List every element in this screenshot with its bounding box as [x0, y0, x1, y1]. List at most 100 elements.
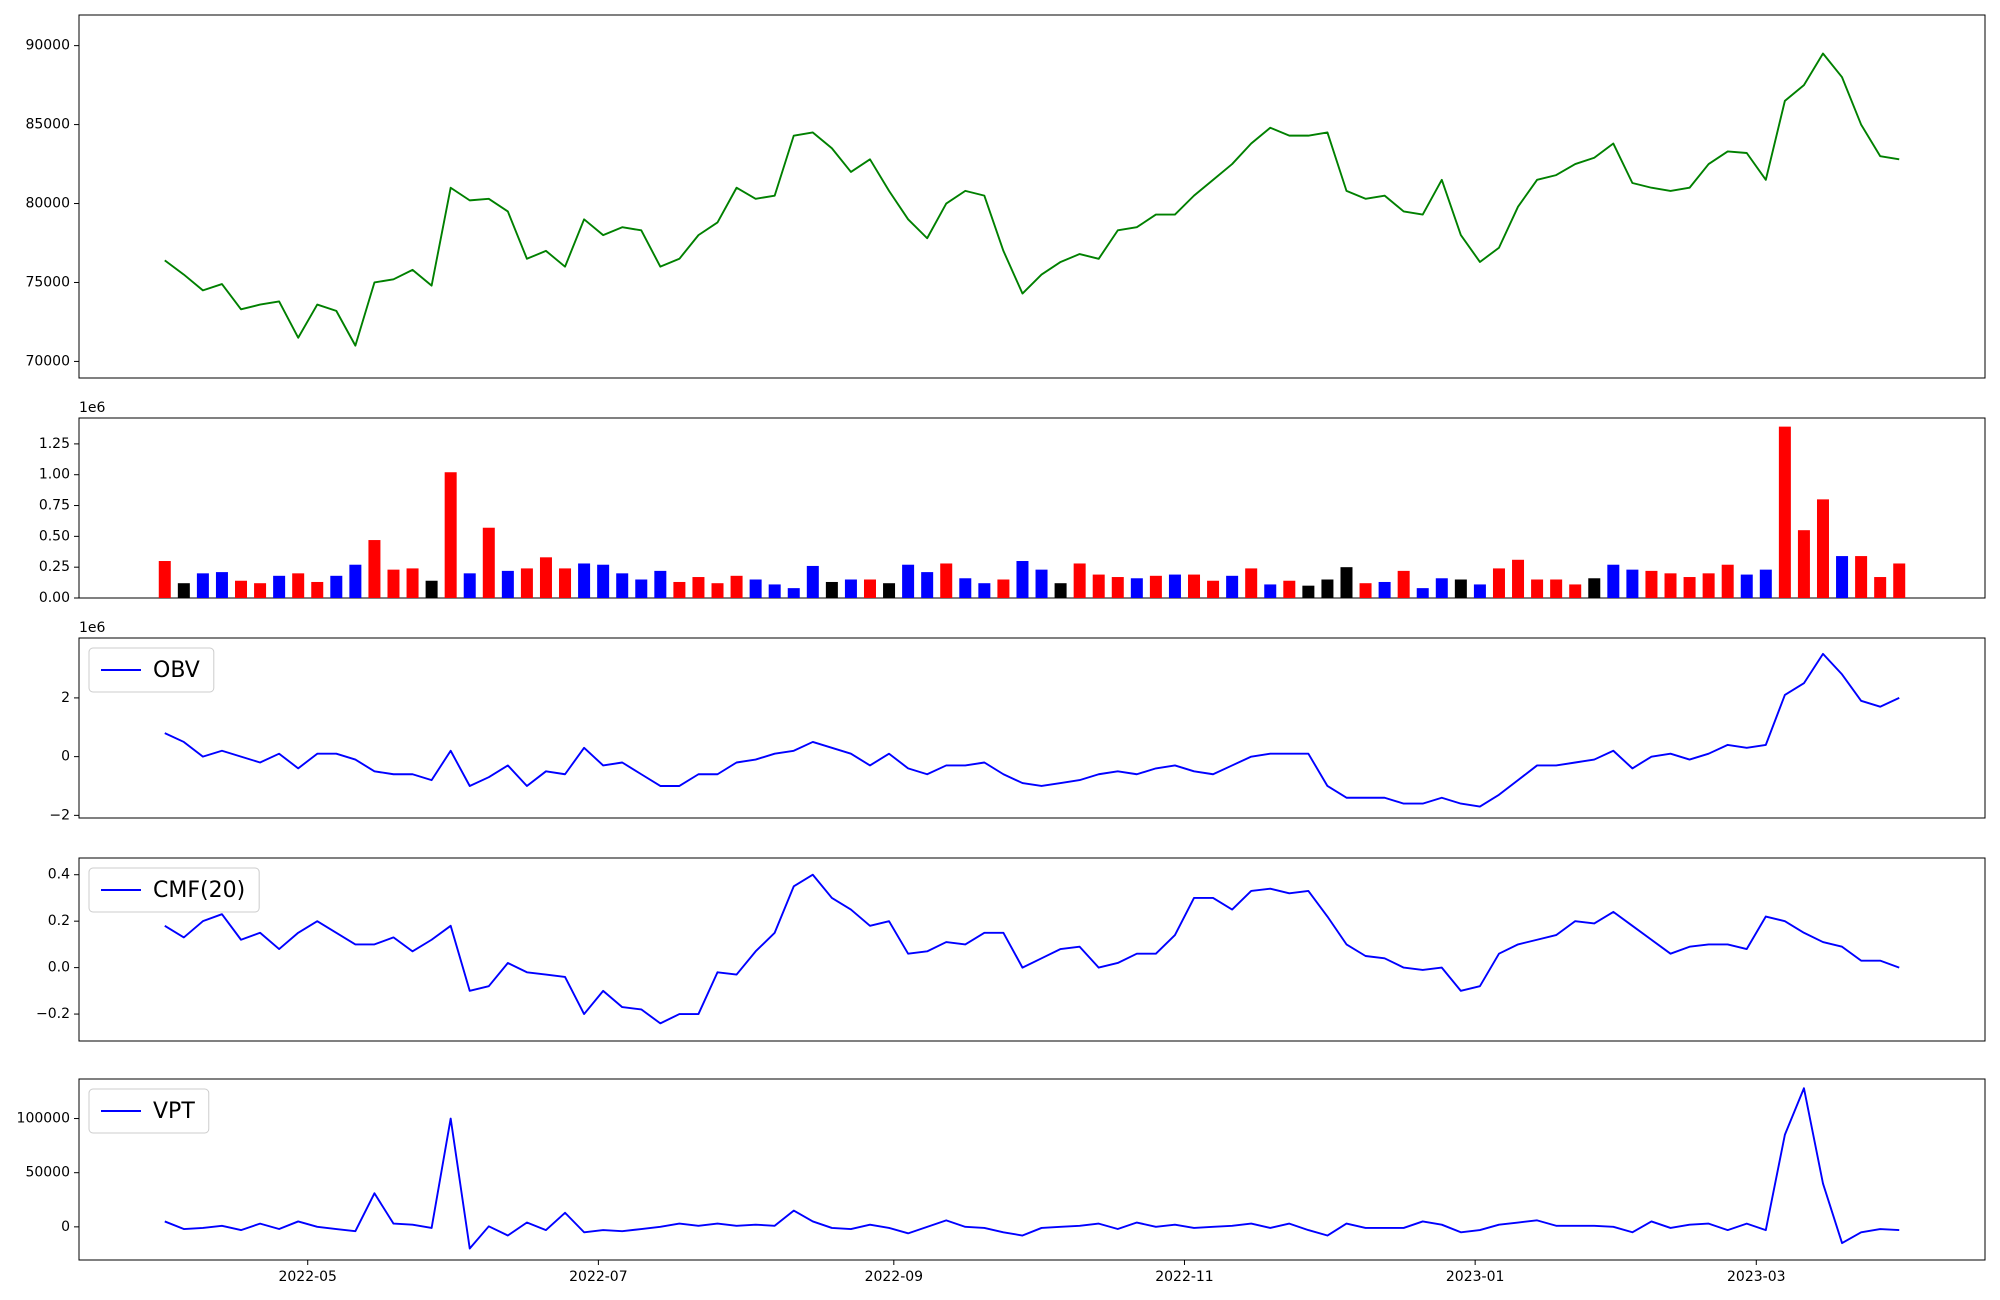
x-tick-label: 2023-01	[1446, 1269, 1505, 1285]
plot-frame	[78, 417, 1986, 599]
volume-bar	[1397, 570, 1410, 598]
volume-bar	[559, 568, 572, 598]
y-tick-label: 1.25	[39, 436, 70, 452]
volume-bar	[158, 561, 171, 598]
volume-bar	[616, 573, 629, 598]
y-tick-label: 0.75	[39, 498, 70, 514]
volume-bar	[444, 472, 457, 598]
volume-bar	[1607, 564, 1620, 598]
plot-frame	[78, 1078, 1986, 1261]
volume-bar	[863, 579, 876, 598]
volume-bar	[1226, 575, 1239, 598]
volume-bar	[1130, 578, 1143, 598]
y-tick-label: −0.2	[36, 1006, 70, 1022]
volume-bar	[1492, 568, 1505, 598]
volume-bar	[940, 563, 953, 598]
legend	[88, 867, 260, 913]
volume-bar	[1188, 574, 1201, 598]
volume-bar	[1645, 570, 1658, 598]
series-line	[164, 873, 1900, 1025]
volume-bar	[1683, 577, 1696, 598]
volume-bar	[1874, 577, 1887, 598]
volume-bar	[1359, 583, 1372, 598]
volume-bar	[673, 581, 686, 598]
volume-bar	[1073, 563, 1086, 598]
volume-bar	[1702, 573, 1715, 598]
volume-bar	[1454, 579, 1467, 598]
volume-bar	[1111, 577, 1124, 598]
y-tick-label: 0.25	[39, 559, 70, 575]
volume-bar	[635, 579, 648, 598]
volume-bar	[215, 572, 228, 598]
legend-label: CMF(20)	[153, 878, 245, 903]
y-tick-label: 75000	[25, 274, 70, 290]
volume-bar	[825, 581, 838, 598]
series-line	[164, 652, 1900, 808]
volume-bar	[1416, 588, 1429, 598]
y-tick-label: 0.4	[48, 867, 70, 883]
volume-bar	[273, 575, 286, 598]
volume-bar	[1168, 574, 1181, 598]
legend-label: VPT	[153, 1099, 195, 1124]
volume-bar	[501, 570, 514, 598]
volume-bar	[978, 583, 991, 598]
legend	[88, 1088, 210, 1134]
y-tick-label: 0.50	[39, 528, 70, 544]
volume-bar	[1512, 559, 1525, 598]
volume-bar	[482, 527, 495, 598]
y-tick-label: 70000	[25, 353, 70, 369]
y-tick-label: −2	[49, 807, 70, 823]
volume-bar	[1893, 563, 1906, 598]
volume-bar	[1588, 578, 1601, 598]
volume-bar	[1245, 568, 1258, 598]
volume-bar	[1321, 579, 1334, 598]
volume-bar	[425, 580, 438, 598]
volume-bar	[902, 564, 915, 598]
volume-bar	[1264, 584, 1277, 598]
volume-bar	[1340, 567, 1353, 598]
volume-bar	[311, 581, 324, 598]
y-tick-label: 0.00	[39, 590, 70, 606]
volume-bar	[387, 569, 400, 598]
volume-bar	[959, 578, 972, 598]
volume-bar	[254, 583, 267, 598]
x-tick-label: 2022-07	[569, 1269, 628, 1285]
series-line	[164, 1087, 1900, 1250]
volume-bar	[1092, 574, 1105, 598]
volume-bar	[1531, 579, 1544, 598]
volume-bar	[1149, 575, 1162, 598]
x-tick-label: 2022-09	[865, 1269, 924, 1285]
volume-bar	[749, 579, 762, 598]
volume-bar	[768, 584, 781, 598]
volume-bar	[1054, 583, 1067, 598]
y-tick-label: 1.00	[39, 467, 70, 483]
volume-bar	[1664, 573, 1677, 598]
volume-bar	[177, 583, 190, 598]
volume-bar	[997, 579, 1010, 598]
volume-bar	[578, 563, 591, 598]
offset-text: 1e6	[79, 620, 106, 636]
x-tick-label: 2022-11	[1155, 1269, 1214, 1285]
volume-bar	[1759, 569, 1772, 598]
volume-bar	[292, 573, 305, 598]
volume-bar	[1816, 499, 1829, 598]
y-tick-label: 0	[61, 749, 70, 765]
x-tick-label: 2022-05	[278, 1269, 337, 1285]
legend	[88, 647, 215, 693]
volume-bar	[730, 575, 743, 598]
volume-bar	[330, 575, 343, 598]
y-tick-label: 0	[61, 1219, 70, 1235]
volume-bar	[711, 583, 724, 598]
y-tick-label: 50000	[25, 1165, 70, 1181]
plot-frame	[78, 14, 1986, 379]
volume-bar	[1035, 569, 1048, 598]
volume-bar	[1836, 556, 1849, 598]
y-tick-label: 0.2	[48, 913, 70, 929]
volume-bar	[349, 564, 362, 598]
plot-frame	[78, 637, 1986, 819]
volume-bar	[520, 568, 533, 598]
volume-bar	[463, 573, 476, 598]
volume-bar	[1207, 580, 1220, 598]
offset-text: 1e6	[79, 400, 106, 416]
